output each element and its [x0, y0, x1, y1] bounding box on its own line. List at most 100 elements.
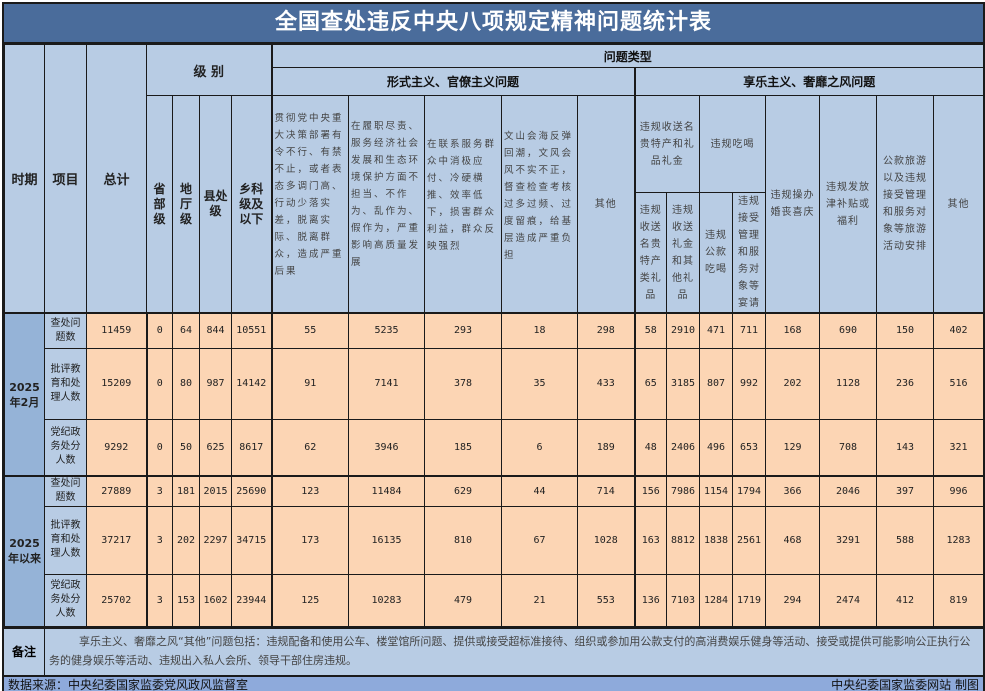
note-text: 享乐主义、奢靡之风“其他”问题包括：违规配备和使用公车、楼堂馆所问题、提供或接受…: [49, 634, 971, 667]
table-row: 批评教育和处理人数 15209 0 80 987 14142 91 7141 378 35 433 6…: [5, 347, 985, 420]
data-cell: 711: [732, 312, 767, 349]
data-cell: 189: [577, 418, 636, 477]
data-cell: 810: [424, 505, 503, 575]
data-cell: 1719: [732, 573, 767, 627]
data-cell: 34715: [230, 505, 273, 575]
data-cell: 553: [577, 573, 636, 627]
data-cell: 2406: [666, 418, 701, 477]
data-cell: 80: [172, 347, 200, 420]
data-cell: 321: [933, 418, 985, 477]
data-cell: 58: [633, 312, 668, 349]
data-cell: 0: [145, 418, 173, 477]
data-cell: 7986: [666, 475, 701, 507]
data-cell: 2474: [819, 573, 878, 627]
data-cell: 5235: [348, 312, 426, 349]
data-cell: 516: [933, 347, 985, 420]
data-cell: 7103: [666, 573, 701, 627]
credit: 中央纪委国家监委网站 制图: [831, 677, 979, 691]
data-cell: 987: [199, 347, 232, 420]
data-cell: 156: [633, 475, 668, 507]
data-cell: 708: [819, 418, 878, 477]
header-level-county: 县处级: [199, 95, 232, 314]
data-cell: 1794: [732, 475, 767, 507]
header-weddings-funerals: 违规操办婚丧喜庆: [765, 95, 821, 314]
data-cell: 996: [933, 475, 985, 507]
data-cell: 65: [633, 347, 668, 420]
table-row: 党纪政务处分人数 25702 3 153 1602 23944 125 10283 479 21 5…: [5, 573, 985, 627]
data-cell: 1128: [819, 347, 878, 420]
data-cell: 25702: [86, 573, 147, 627]
data-cell: 1838: [699, 505, 734, 575]
header-formalism: 形式主义、官僚主义问题: [270, 67, 636, 96]
data-cell: 2910: [666, 312, 701, 349]
data-cell: 9292: [86, 418, 147, 477]
data-cell: 378: [424, 347, 503, 420]
row-item-label: 批评教育和处理人数: [44, 347, 87, 420]
data-cell: 412: [876, 573, 935, 627]
data-cell: 15209: [86, 347, 147, 420]
table-row: 2025年2月 查处问题数 11459 0 64 844 10551 55 5235 293 18 2…: [4, 312, 985, 477]
data-cell: 44: [501, 475, 579, 507]
data-cell: 496: [699, 418, 734, 477]
footer-bar: 数据来源：中央纪委国家监委党风政风监督室 中央纪委国家监委网站 制图: [4, 674, 983, 691]
data-cell: 3291: [819, 505, 878, 575]
header-level-prefectural: 地厅级: [172, 95, 200, 314]
data-cell: 479: [424, 573, 503, 627]
data-cell: 1602: [199, 573, 232, 627]
data-cell: 6: [501, 418, 579, 477]
data-cell: 433: [577, 347, 636, 420]
header-allowances: 违规发放津补贴或福利: [819, 95, 878, 314]
header-level-township: 乡科级及以下: [230, 95, 273, 314]
data-cell: 173: [270, 505, 350, 575]
data-cell: 629: [424, 475, 503, 507]
data-cell: 48: [633, 418, 668, 477]
data-cell: 0: [145, 347, 173, 420]
header-gift-cash: 违规收送礼金和其他礼品: [666, 192, 701, 314]
period-label: 2025年以来: [4, 475, 45, 627]
data-cell: 10283: [348, 573, 426, 627]
data-source: 数据来源：中央纪委国家监委党风政风监督室: [8, 677, 249, 691]
row-item-label: 批评教育和处理人数: [44, 505, 87, 575]
data-cell: 64: [172, 312, 200, 349]
table-row: 批评教育和处理人数 37217 3 202 2297 34715 173 16135 810 67…: [5, 505, 985, 575]
row-item-label: 查处问题数: [44, 312, 87, 349]
data-cell: 129: [765, 418, 821, 477]
page-title: 全国查处违反中央八项规定精神问题统计表: [4, 4, 983, 44]
data-cell: 625: [199, 418, 232, 477]
data-cell: 123: [270, 475, 350, 507]
data-cell: 23944: [230, 573, 273, 627]
data-cell: 402: [933, 312, 985, 349]
data-cell: 153: [172, 573, 200, 627]
stats-table: 时期 项目 总计 级 别 问题类型 形式主义、官僚主义问题 享乐主义、奢靡之风问…: [4, 44, 985, 627]
data-cell: 202: [172, 505, 200, 575]
header-dining-public: 违规公款吃喝: [699, 192, 734, 314]
header-formalism-col-1: 贯彻党中央重大决策部署有令不行、有禁不止，或者表态多调门高、行动少落实差，脱离实…: [270, 95, 350, 314]
data-cell: 8617: [230, 418, 273, 477]
note-label: 备注: [4, 628, 45, 675]
data-cell: 11484: [348, 475, 426, 507]
data-cell: 588: [876, 505, 935, 575]
header-period: 时期: [4, 44, 45, 314]
data-cell: 136: [633, 573, 668, 627]
data-cell: 7141: [348, 347, 426, 420]
data-cell: 1284: [699, 573, 734, 627]
data-cell: 202: [765, 347, 821, 420]
data-cell: 397: [876, 475, 935, 507]
header-hedonism-other: 其他: [933, 95, 985, 314]
data-cell: 27889: [86, 475, 147, 507]
data-cell: 2297: [199, 505, 232, 575]
data-cell: 55: [270, 312, 350, 349]
data-cell: 298: [577, 312, 636, 349]
table-row: 2025年以来 查处问题数 27889 3 181 2015 25690 123 11484 62…: [4, 475, 985, 627]
data-cell: 366: [765, 475, 821, 507]
data-cell: 91: [270, 347, 350, 420]
data-cell: 50: [172, 418, 200, 477]
data-cell: 293: [424, 312, 503, 349]
header-formalism-col-2: 在履职尽责、服务经济社会发展和生态环境保护方面不担当、不作为、乱作为、假作为，严…: [348, 95, 426, 314]
data-cell: 3: [145, 475, 173, 507]
header-item: 项目: [44, 44, 87, 314]
header-hedonism: 享乐主义、奢靡之风问题: [633, 67, 985, 96]
data-cell: 25690: [230, 475, 273, 507]
data-cell: 62: [270, 418, 350, 477]
header-formalism-col-3: 在联系服务群众中消极应付、冷硬横推、效率低下，损害群众利益，群众反映强烈: [424, 95, 503, 314]
